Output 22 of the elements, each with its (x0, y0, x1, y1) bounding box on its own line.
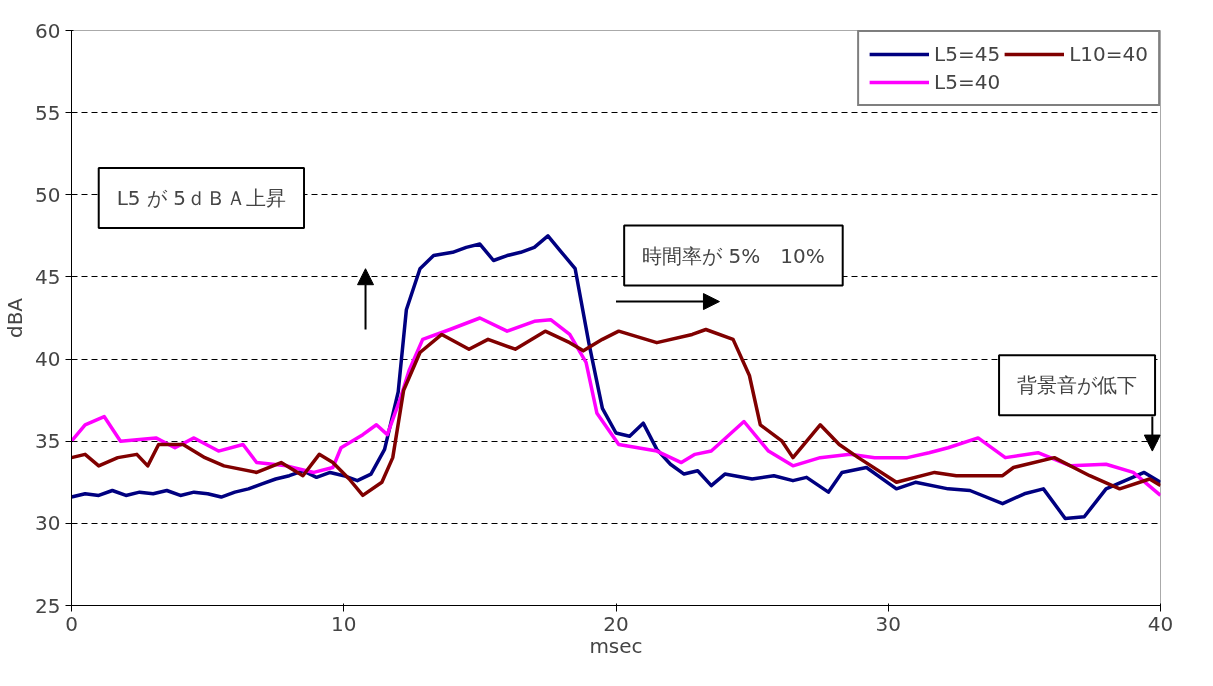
y-axis-title: dBA (3, 297, 28, 339)
y-tick-label: 50 (35, 182, 61, 207)
y-tick-label: 55 (35, 100, 61, 125)
y-tick-label: 35 (35, 429, 61, 454)
y-tick-label: 25 (35, 593, 61, 618)
legend-label: L5=40 (934, 70, 1001, 94)
line-series (71, 234, 1161, 521)
annotation: 時間率が 5% 10% (642, 243, 825, 268)
annotation: 背景音が低下 (1017, 373, 1138, 398)
x-tick-label: 0 (65, 611, 78, 636)
y-tick-label: 60 (35, 18, 61, 43)
legend-label: L10=40 (1069, 42, 1148, 66)
x-tick-label: 40 (1147, 611, 1174, 636)
y-tick-label: 40 (35, 347, 61, 372)
x-axis-title: msec (589, 633, 643, 658)
x-tick-label: 10 (331, 611, 357, 636)
x-tick-label: 30 (875, 611, 901, 636)
y-tick-label: 30 (35, 511, 61, 536)
legend-label: L5=45 (934, 42, 1001, 66)
annotation: L5 が 5ｄＢＡ上昇 (116, 186, 287, 211)
y-tick-label: 45 (35, 264, 61, 289)
x-tick-label: 20 (603, 611, 629, 636)
